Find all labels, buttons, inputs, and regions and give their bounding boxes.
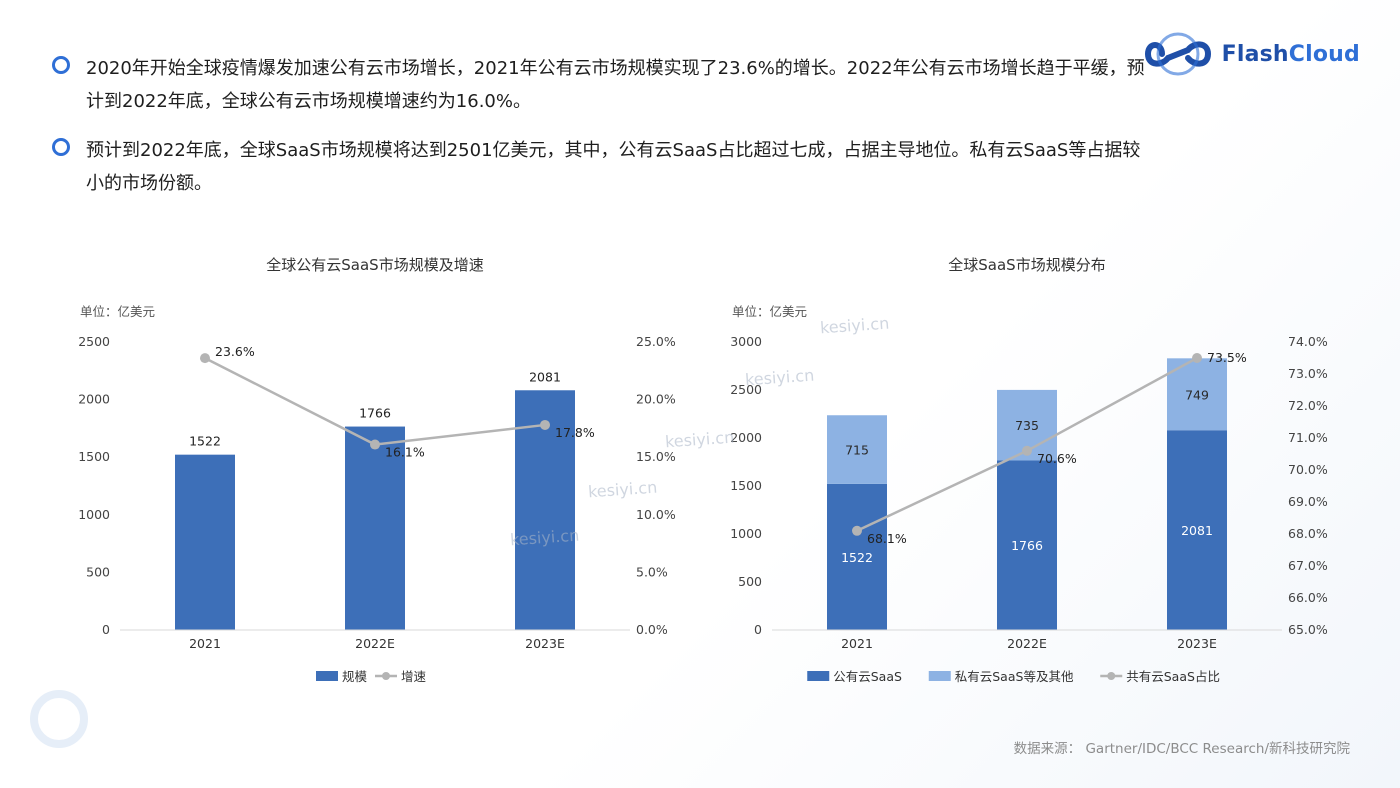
x-tick-label: 2022E — [1007, 636, 1047, 651]
line-point — [540, 419, 550, 430]
line-value-label: 16.1% — [385, 445, 425, 460]
bar-value-label: 2081 — [529, 369, 561, 384]
line-value-label: 70.6% — [1037, 451, 1077, 466]
y-tick-label-left: 2000 — [78, 392, 110, 407]
y-tick-label-right: 72.0% — [1288, 398, 1328, 413]
x-tick-label: 2021 — [189, 636, 221, 651]
y-tick-label-right: 0.0% — [636, 622, 668, 637]
infinity-cloud-icon — [1144, 32, 1211, 76]
bullet-circle-icon — [52, 138, 70, 156]
y-tick-label-left: 1500 — [78, 449, 110, 464]
decorative-ring — [30, 690, 88, 748]
bullet-text: 预计到2022年底，全球SaaS市场规模将达到2501亿美元，其中，公有云Saa… — [86, 140, 1141, 194]
y-tick-label-right: 70.0% — [1288, 462, 1328, 477]
y-tick-label-left: 2500 — [730, 382, 762, 397]
y-tick-label-left: 0 — [754, 622, 762, 637]
bar-value-label: 1766 — [359, 406, 391, 421]
bar-value-label: 2081 — [1181, 523, 1213, 538]
unit-label: 单位：亿美元 — [80, 304, 155, 319]
y-tick-label-left: 0 — [102, 622, 110, 637]
bar-secondary — [827, 415, 887, 484]
y-tick-label-left: 1000 — [730, 526, 762, 541]
y-tick-label-left: 1500 — [730, 478, 762, 493]
legend-label: 增速 — [401, 669, 427, 684]
y-tick-label-left: 2500 — [78, 334, 110, 349]
x-tick-label: 2023E — [1177, 636, 1217, 651]
bullet-item-2: 预计到2022年底，全球SaaS市场规模将达到2501亿美元，其中，公有云Saa… — [52, 134, 1146, 200]
flashcloud-logo: FlashCloud — [1142, 32, 1360, 76]
line-value-label: 68.1% — [867, 531, 907, 546]
data-source-note: 数据来源： Gartner/IDC/BCC Research/新科技研究院 — [1013, 741, 1350, 757]
bar-primary — [175, 454, 235, 630]
y-tick-label-right: 69.0% — [1288, 494, 1328, 509]
x-tick-label: 2022E — [355, 636, 395, 651]
legend-bar-swatch — [807, 671, 830, 681]
bullet-item-1: 2020年开始全球疫情爆发加速公有云市场增长，2021年公有云市场规模实现了23… — [52, 52, 1146, 118]
y-tick-label-right: 10.0% — [636, 507, 676, 522]
y-tick-label-left: 1000 — [78, 507, 110, 522]
bar-primary — [515, 390, 575, 630]
y-tick-label-right: 67.0% — [1288, 558, 1328, 573]
legend-label: 共有云SaaS占比 — [1126, 669, 1220, 684]
bar-primary — [345, 426, 405, 630]
y-tick-label-right: 66.0% — [1288, 590, 1328, 605]
line-point — [370, 439, 380, 450]
legend-line-marker — [382, 672, 390, 680]
y-tick-label-left: 500 — [86, 564, 110, 579]
y-tick-label-left: 3000 — [730, 334, 762, 349]
bar-value-label: 1766 — [1011, 538, 1043, 553]
logo-text: FlashCloud — [1221, 41, 1360, 67]
bar-value-label: 1522 — [189, 434, 221, 449]
bullet-text: 2020年开始全球疫情爆发加速公有云市场增长，2021年公有云市场规模实现了23… — [86, 58, 1145, 112]
x-tick-label: 2021 — [841, 636, 873, 651]
line-point — [1192, 353, 1202, 363]
chart-title: 全球公有云SaaS市场规模及增速 — [266, 256, 483, 274]
y-tick-label-right: 74.0% — [1288, 334, 1328, 349]
line-point — [1022, 445, 1032, 456]
y-tick-label-right: 15.0% — [636, 449, 676, 464]
x-tick-label: 2023E — [525, 636, 565, 651]
y-tick-label-right: 71.0% — [1288, 430, 1328, 445]
bullet-circle-icon — [52, 56, 70, 74]
y-tick-label-left: 2000 — [730, 430, 762, 445]
bar-value-label: 1522 — [841, 550, 873, 565]
unit-label: 单位：亿美元 — [732, 304, 807, 319]
legend-line-marker — [1107, 672, 1116, 680]
line-value-label: 23.6% — [215, 344, 255, 359]
bar-value-label: 749 — [1185, 387, 1209, 402]
bar-primary — [997, 460, 1057, 630]
y-tick-label-right: 65.0% — [1288, 622, 1328, 637]
chart-title: 全球SaaS市场规模分布 — [948, 256, 1105, 274]
legend-label: 公有云SaaS — [833, 669, 902, 684]
legend-bar-swatch — [316, 671, 338, 681]
line-value-label: 73.5% — [1207, 350, 1247, 365]
bar-primary — [827, 483, 887, 630]
legend-label: 私有云SaaS等及其他 — [955, 669, 1074, 684]
line-point — [852, 525, 862, 536]
line-point — [200, 353, 210, 364]
y-tick-label-left: 500 — [738, 574, 762, 589]
line-value-label: 17.8% — [555, 425, 595, 440]
bar-value-label: 735 — [1015, 418, 1039, 433]
y-tick-label-right: 73.0% — [1288, 366, 1328, 381]
bar-primary — [1167, 430, 1227, 630]
legend-bar-swatch — [928, 671, 951, 681]
y-tick-label-right: 68.0% — [1288, 526, 1328, 541]
legend-label: 规模 — [342, 669, 368, 684]
y-tick-label-right: 25.0% — [636, 334, 676, 349]
y-tick-label-right: 20.0% — [636, 392, 676, 407]
bar-value-label: 715 — [845, 443, 869, 458]
y-tick-label-right: 5.0% — [636, 564, 668, 579]
